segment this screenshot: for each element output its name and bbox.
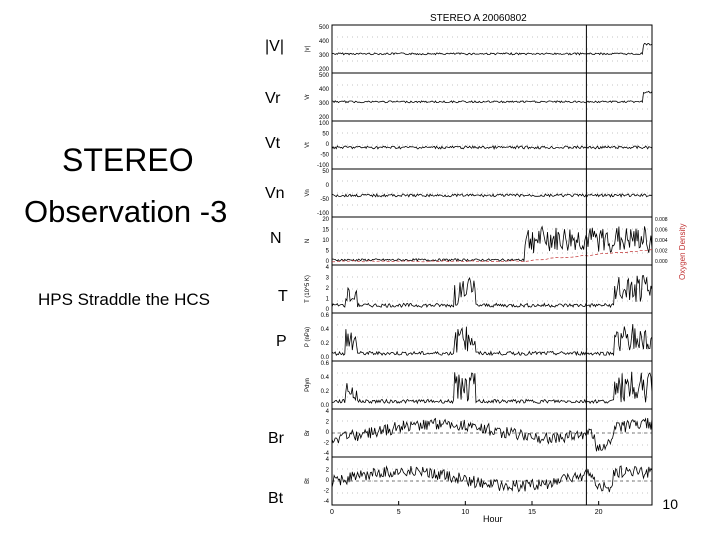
oxygen-density-trace: [331, 249, 653, 263]
panel-tick-label: 0: [326, 478, 330, 484]
panel-axis-label: P (nPa): [305, 327, 311, 347]
label-vn: Vn: [265, 185, 285, 202]
panel-trace: [331, 371, 653, 405]
stereo-plot-svg: STEREO A 20060802 Hour Oxygen Density 50…: [305, 13, 687, 524]
panel-trace: [331, 144, 653, 150]
panel-tick-label: 2: [326, 468, 330, 474]
slide-subtitle: HPS Straddle the HCS: [38, 290, 210, 309]
panel-tick-label: -50: [320, 197, 329, 203]
panel-tick-label: 0: [326, 142, 330, 148]
panel-tick-label: -100: [317, 163, 330, 169]
panel-tick-label: 15: [322, 228, 329, 234]
panel-tick-label: 0.2: [321, 341, 330, 347]
page-number: 10: [662, 496, 678, 512]
panel-tick-label: 0.0: [321, 355, 330, 361]
panel-trace: [331, 90, 653, 104]
panel-trace: [331, 42, 653, 56]
panel-tick-label: 0: [326, 259, 330, 265]
panel-axis-label: Br: [305, 430, 311, 436]
panel-tick-label: -4: [324, 451, 330, 457]
panel-tick-label: 4: [326, 265, 330, 271]
panel-axis-label: T (10^5 K): [305, 275, 311, 303]
label-vt: Vt: [265, 135, 281, 152]
panel-tick-label: 400: [319, 87, 330, 93]
panel-tick-label: 0: [326, 307, 330, 313]
panel-axis-label: Vr: [305, 94, 311, 100]
panel-tick-label: 300: [319, 101, 330, 107]
panel-tick-label: 0: [326, 430, 330, 436]
oxygen-tick-label: 0.008: [655, 217, 668, 223]
x-axis-label: Hour: [483, 514, 503, 524]
panel-axis-label: Pdyn: [305, 378, 311, 392]
panel-tick-label: 4: [326, 409, 330, 415]
label-n: N: [270, 230, 282, 247]
panel-axis-label: |v|: [305, 46, 311, 53]
oxygen-density-label: Oxygen Density: [678, 224, 687, 280]
panel-trace: [331, 225, 653, 263]
panel-tick-label: 2: [326, 286, 330, 292]
slide-title-line2: Observation -3: [24, 194, 228, 229]
panel-trace: [331, 465, 653, 493]
panel-tick-label: -50: [320, 153, 329, 159]
oxygen-tick-label: 0.004: [655, 238, 668, 244]
panel-axis-label: Vn: [305, 189, 311, 196]
panel-trace: [331, 417, 653, 452]
panel-tick-label: 300: [319, 53, 330, 59]
panel-tick-label: -2: [324, 489, 330, 495]
panel-tick-label: -100: [317, 211, 330, 217]
oxygen-tick-label: 0.000: [655, 259, 668, 265]
slide-title-line1: STEREO: [62, 142, 194, 178]
panel-axis-label: Vt: [305, 142, 311, 148]
panel-tick-label: 10: [322, 238, 329, 244]
panel-tick-label: 0: [326, 183, 330, 189]
label-bt: Bt: [268, 490, 284, 507]
panel-tick-label: -2: [324, 441, 330, 447]
panel-tick-label: 100: [319, 121, 330, 127]
panel-tick-label: 0.4: [321, 327, 330, 333]
panel-tick-label: 500: [319, 73, 330, 79]
panel-tick-label: 0.6: [321, 361, 330, 367]
panel-axis-label: N: [305, 239, 311, 243]
panel-tick-label: 50: [322, 132, 329, 138]
panel-tick-label: -4: [324, 499, 330, 505]
label-v-magnitude: |V|: [265, 38, 284, 55]
panel-tick-label: 5: [326, 249, 330, 255]
panel-tick-label: 20: [322, 217, 329, 223]
label-vr: Vr: [265, 90, 281, 107]
label-t: T: [278, 288, 288, 305]
panel-tick-label: 0.2: [321, 389, 330, 395]
panel-tick-label: 200: [319, 67, 330, 73]
panel-tick-label: 0.4: [321, 375, 330, 381]
panel-trace: [331, 275, 653, 309]
oxygen-tick-label: 0.006: [655, 228, 668, 234]
panel-tick-label: 0.6: [321, 313, 330, 319]
x-tick-label: 20: [595, 509, 603, 516]
label-br: Br: [268, 430, 284, 447]
oxygen-tick-label: 0.002: [655, 249, 668, 255]
label-p: P: [276, 333, 287, 350]
panel-tick-label: 2: [326, 420, 330, 426]
panel-tick-label: 1: [326, 297, 330, 303]
panel-tick-label: 400: [319, 39, 330, 45]
stereo-timeseries-figure: STEREO A 20060802 Hour Oxygen Density 50…: [300, 10, 695, 535]
x-tick-label: 10: [461, 509, 469, 516]
panel-tick-label: 200: [319, 115, 330, 121]
x-tick-label: 15: [528, 509, 536, 516]
panel-trace: [331, 192, 653, 198]
x-tick-label: 5: [397, 509, 401, 516]
panel-tick-label: 3: [326, 276, 330, 282]
panel-tick-label: 0.0: [321, 403, 330, 409]
panel-axis-label: Bt: [305, 478, 311, 484]
x-tick-label: 0: [330, 509, 334, 516]
panel-trace: [331, 324, 653, 357]
panel-tick-label: 500: [319, 25, 330, 31]
figure-header: STEREO A 20060802: [430, 13, 527, 24]
panel-tick-label: 50: [322, 169, 329, 175]
panel-tick-label: 4: [326, 457, 330, 463]
